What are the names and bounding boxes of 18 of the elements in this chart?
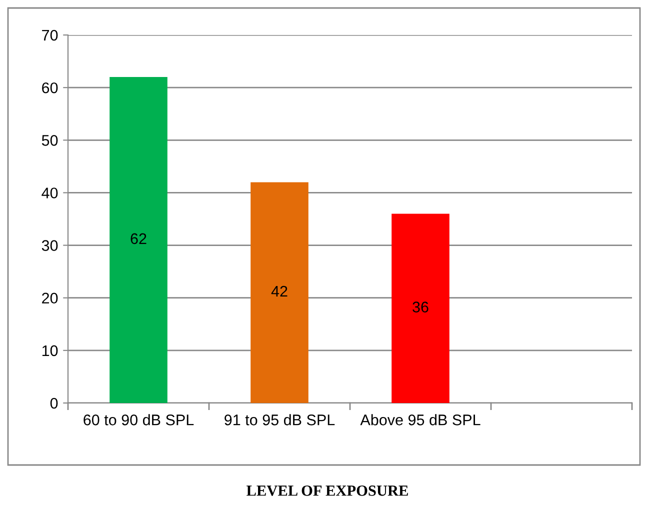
data-label: 36 <box>412 302 428 312</box>
bar <box>250 182 308 403</box>
data-label: 42 <box>271 286 288 297</box>
y-tick-label: 10 <box>42 345 58 356</box>
y-tick-label: 30 <box>42 240 58 251</box>
x-tick-label: 60 to 90 dB SPL <box>84 414 194 426</box>
x-axis-title: LEVEL OF EXPOSURE <box>246 486 408 496</box>
data-label: 62 <box>130 233 146 244</box>
y-tick-label: 50 <box>42 135 58 146</box>
bar <box>110 77 168 403</box>
x-tick-label: 91 to 95 dB SPL <box>224 414 335 426</box>
x-tick-label: Above 95 dB SPL <box>360 414 480 426</box>
bar <box>392 214 450 403</box>
y-tick-label: 70 <box>42 30 58 41</box>
y-tick-label: 0 <box>50 398 58 409</box>
y-tick-label: 40 <box>42 188 58 198</box>
y-tick-label: 60 <box>42 82 58 94</box>
y-tick-label: 20 <box>42 292 58 304</box>
